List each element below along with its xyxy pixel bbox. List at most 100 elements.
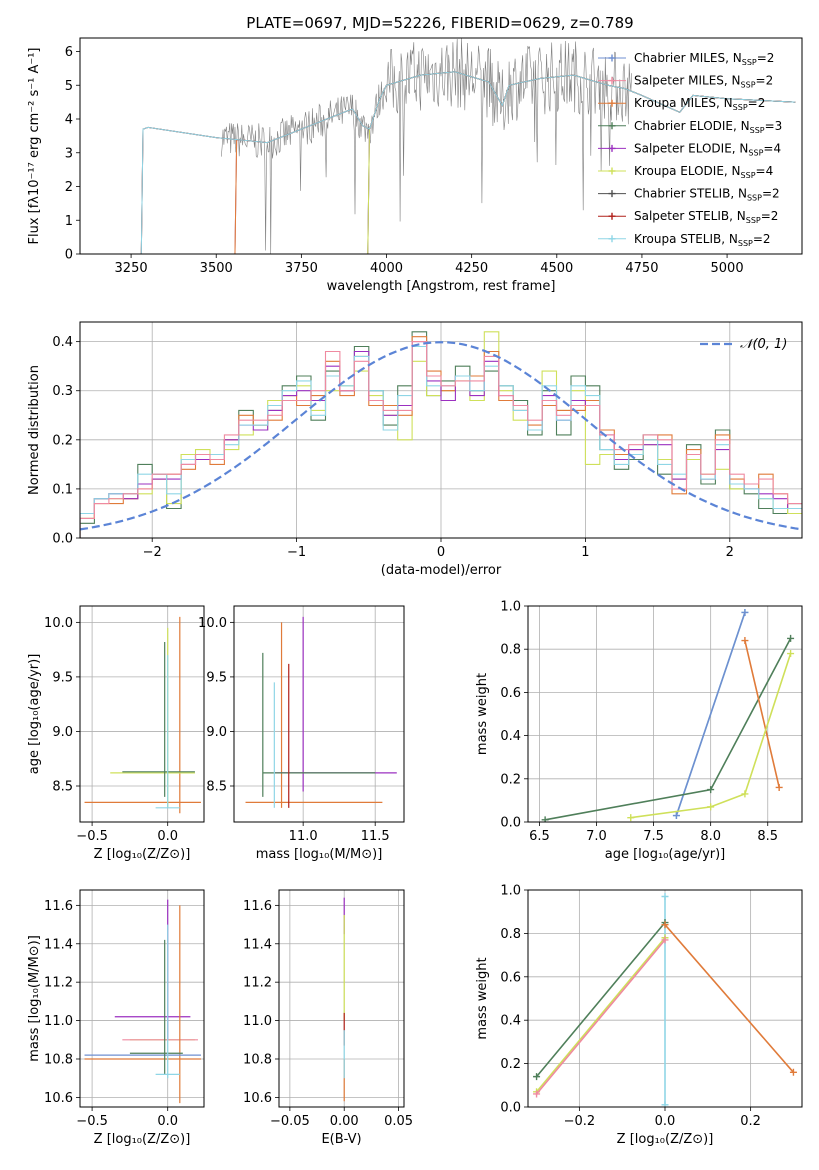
tick-label-x: 3500 — [200, 261, 233, 276]
weight-line-kroupa-miles — [664, 924, 795, 1073]
panel-weight-vs-age: 6.5 7.0 7.5 8.0 8.5 0.0 0.2 0.4 0.6 0.8 1.0 age [lo… — [475, 600, 803, 862]
tick-label-y: 3 — [65, 146, 73, 161]
tick-label-x: 4750 — [625, 261, 658, 276]
tick-label-y: 9.0 — [206, 725, 227, 740]
tick-label-x: 0 — [437, 545, 445, 560]
axes-frame — [79, 37, 803, 255]
tick-label-y: 0.2 — [500, 772, 521, 787]
tick-label-y: 0.2 — [500, 1057, 521, 1072]
axes-frame — [278, 889, 405, 1108]
plot-area — [245, 616, 397, 808]
x-axis-label: Z [log₁₀(Z/Z⊙)] — [617, 1132, 714, 1147]
tick-label-x: 5000 — [711, 261, 744, 276]
tick-label-x: 0.00 — [330, 1114, 359, 1129]
plot-area — [80, 38, 796, 254]
tick-label-y: 10.6 — [243, 1091, 272, 1106]
tick-label-y: 11.0 — [243, 1014, 272, 1029]
tick-label-x: 4500 — [540, 261, 573, 276]
tick-label-y: 1.0 — [500, 600, 521, 615]
x-axis-label: Z [log₁₀(Z/Z⊙)] — [94, 1132, 191, 1147]
plot-area — [533, 893, 797, 1107]
tick-label-y: 4 — [65, 113, 73, 128]
weight-point-salpeter-miles — [661, 936, 669, 944]
tick-label-x: 8.0 — [700, 829, 721, 844]
legend-marker-salpeter-miles — [608, 77, 616, 85]
axes-frame — [79, 889, 205, 1108]
weight-point-kroupa-stelib — [661, 893, 669, 901]
weight-point-chabrier-elodie — [541, 816, 549, 822]
weight-point-kroupa-stelib — [661, 1101, 669, 1107]
figure-title: PLATE=0697, MJD=52226, FIBERID=0629, z=0… — [246, 14, 633, 32]
histogram-salpeter-elodie — [80, 341, 802, 538]
tick-label-y: 0.0 — [52, 532, 73, 547]
tick-label-x: 4000 — [370, 261, 403, 276]
legend-label-kroupa-miles: Kroupa MILES, NSSP=2 — [634, 96, 765, 112]
tick-label-y: 0.2 — [52, 433, 73, 448]
weight-line-salpeter-miles — [535, 939, 666, 1095]
x-axis-label: E(B-V) — [321, 1132, 361, 1147]
tick-label-x: 6.5 — [529, 829, 550, 844]
tick-label-x: −0.2 — [564, 1114, 596, 1129]
tick-label-y: 11.0 — [44, 1014, 73, 1029]
y-axis-label: Normed distribution — [27, 365, 42, 495]
tick-label-y: 0.4 — [500, 1014, 521, 1029]
weight-point-chabrier-elodie — [533, 1073, 541, 1081]
weight-line-kroupa-elodie — [630, 653, 792, 819]
normal-curve — [80, 341, 802, 531]
panel-weight-vs-Z: −0.2 0.0 0.2 0.0 0.2 0.4 0.6 0.8 1.0 Z [log₁₀(Z/Z… — [475, 884, 803, 1147]
plot-area — [84, 616, 201, 814]
tick-label-y: 10.8 — [44, 1052, 73, 1067]
weight-point-kroupa-elodie — [741, 790, 749, 798]
legend: Chabrier MILES, NSSP=2 Salpeter MILES, NS… — [598, 51, 782, 248]
tick-label-y: 0.6 — [500, 970, 521, 985]
legend-marker-chabrier-elodie — [608, 122, 616, 130]
tick-label-y: 0 — [65, 248, 73, 263]
legend-label-salpeter-stelib: Salpeter STELIB, NSSP=2 — [634, 209, 778, 225]
legend-label-chabrier-elodie: Chabrier ELODIE, NSSP=3 — [634, 119, 782, 135]
weight-point-kroupa-miles — [661, 921, 669, 929]
legend-marker-chabrier-miles — [608, 54, 616, 62]
tick-label-x: −0.05 — [270, 1114, 310, 1129]
tick-label-y: 10.6 — [44, 1091, 73, 1106]
tick-label-x: 0.0 — [157, 829, 178, 844]
legend-label-normal: 𝒩(0, 1) — [740, 337, 787, 352]
axes-frame — [527, 605, 803, 823]
weight-point-kroupa-miles — [789, 1068, 797, 1076]
tick-label-y: 10.0 — [44, 616, 73, 631]
tick-label-y: 9.5 — [52, 670, 73, 685]
weight-point-kroupa-elodie — [627, 814, 635, 822]
tick-label-y: 9.5 — [206, 670, 227, 685]
weight-point-chabrier-elodie — [787, 634, 795, 642]
data-spectrum — [221, 38, 632, 254]
tick-label-x: 0.2 — [740, 1114, 761, 1129]
tick-label-x: 7.0 — [586, 829, 607, 844]
tick-label-y: 0.6 — [500, 686, 521, 701]
tick-label-y: 11.6 — [243, 899, 272, 914]
axes-frame — [527, 889, 803, 1108]
tick-label-x: 0.0 — [157, 1114, 178, 1129]
x-axis-label: Z [log₁₀(Z/Z⊙)] — [94, 847, 191, 862]
tick-label-y: 11.2 — [44, 976, 73, 991]
tick-label-x: −2 — [143, 545, 162, 560]
legend-marker-kroupa-miles — [608, 99, 616, 107]
y-axis-label: mass weight — [475, 957, 490, 1039]
weight-point-kroupa-miles — [775, 783, 783, 791]
tick-label-x: −1 — [287, 545, 306, 560]
panel-age-vs-mass: 11.0 11.5 8.5 9.0 9.5 10.0 mass [log₁₀(M/M⊙)] — [198, 605, 405, 862]
axes-frame — [79, 605, 205, 823]
tick-label-y: 1.0 — [500, 884, 521, 899]
weight-line-kroupa-elodie — [535, 937, 666, 1093]
legend-label-chabrier-stelib: Chabrier STELIB, NSSP=2 — [634, 187, 780, 203]
tick-label-y: 11.4 — [243, 937, 272, 952]
tick-label-y: 1 — [65, 214, 73, 229]
legend-marker-kroupa-elodie — [608, 167, 616, 175]
tick-label-y: 8.5 — [206, 780, 227, 795]
axes-frame — [79, 321, 803, 539]
x-axis-label: wavelength [Angstrom, rest frame] — [327, 279, 556, 294]
x-axis-label: age [log₁₀(age/yr)] — [605, 847, 726, 862]
tick-label-x: 7.5 — [643, 829, 664, 844]
tick-label-x: 11.0 — [289, 829, 318, 844]
tick-label-x: 11.5 — [361, 829, 390, 844]
tick-label-x: 2 — [726, 545, 734, 560]
